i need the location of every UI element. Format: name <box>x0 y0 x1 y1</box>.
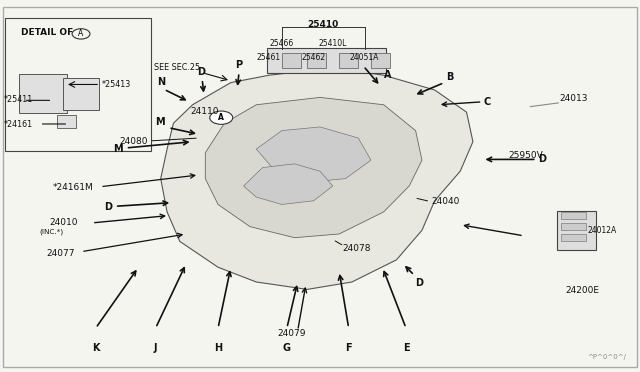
Text: 24078: 24078 <box>342 244 371 253</box>
FancyBboxPatch shape <box>4 18 151 151</box>
Text: 24077: 24077 <box>46 249 74 258</box>
Text: D: D <box>197 67 205 77</box>
Text: ^P^0^0^/: ^P^0^0^/ <box>587 353 626 359</box>
Text: 24110: 24110 <box>190 107 218 116</box>
Text: 25466: 25466 <box>269 39 294 48</box>
Polygon shape <box>256 127 371 182</box>
Text: 24051A: 24051A <box>350 54 380 62</box>
Text: M: M <box>156 117 165 127</box>
Text: D: D <box>415 278 424 288</box>
Text: A: A <box>79 29 84 38</box>
Text: *25411: *25411 <box>3 96 33 105</box>
Text: 24200E: 24200E <box>565 286 599 295</box>
Text: SEE SEC.25: SEE SEC.25 <box>154 63 200 72</box>
Circle shape <box>210 111 233 124</box>
Bar <box>371 53 390 68</box>
Text: M: M <box>113 144 122 154</box>
Text: 24080: 24080 <box>120 137 148 145</box>
Text: G: G <box>283 343 291 353</box>
Text: A: A <box>218 113 224 122</box>
FancyBboxPatch shape <box>267 48 386 73</box>
Text: J: J <box>154 343 157 353</box>
Bar <box>561 212 586 219</box>
Text: (INC.*): (INC.*) <box>40 229 64 235</box>
Text: D: D <box>104 202 111 212</box>
Text: C: C <box>484 97 491 107</box>
FancyBboxPatch shape <box>63 78 99 110</box>
Text: DETAIL OF: DETAIL OF <box>20 28 73 36</box>
FancyBboxPatch shape <box>557 211 596 250</box>
Text: 25410: 25410 <box>308 20 339 29</box>
Polygon shape <box>244 164 333 205</box>
Bar <box>339 53 358 68</box>
Text: 24012A: 24012A <box>588 226 617 235</box>
Text: A: A <box>384 70 391 80</box>
Text: H: H <box>214 343 222 353</box>
Bar <box>561 223 586 230</box>
Bar <box>561 234 586 241</box>
FancyBboxPatch shape <box>58 115 76 128</box>
Text: *24161: *24161 <box>3 120 33 129</box>
Text: D: D <box>539 154 547 164</box>
Text: 24079: 24079 <box>277 328 305 337</box>
Text: 24013: 24013 <box>559 94 588 103</box>
FancyBboxPatch shape <box>19 74 67 113</box>
Text: F: F <box>346 343 352 353</box>
Text: *24161M: *24161M <box>52 183 93 192</box>
Polygon shape <box>205 97 422 238</box>
Text: 25461: 25461 <box>257 54 281 62</box>
Text: 25462: 25462 <box>301 54 326 62</box>
Text: K: K <box>92 343 99 353</box>
Text: 25410L: 25410L <box>319 39 347 48</box>
Text: 25950V: 25950V <box>508 151 543 160</box>
Text: 24040: 24040 <box>431 198 460 206</box>
Text: *25413: *25413 <box>102 80 131 89</box>
Text: P: P <box>236 60 243 70</box>
Text: 24010: 24010 <box>49 218 77 227</box>
Bar <box>307 53 326 68</box>
Text: B: B <box>446 71 454 81</box>
Polygon shape <box>161 68 473 289</box>
Text: N: N <box>157 77 164 87</box>
Text: E: E <box>403 343 410 353</box>
Bar <box>282 53 301 68</box>
